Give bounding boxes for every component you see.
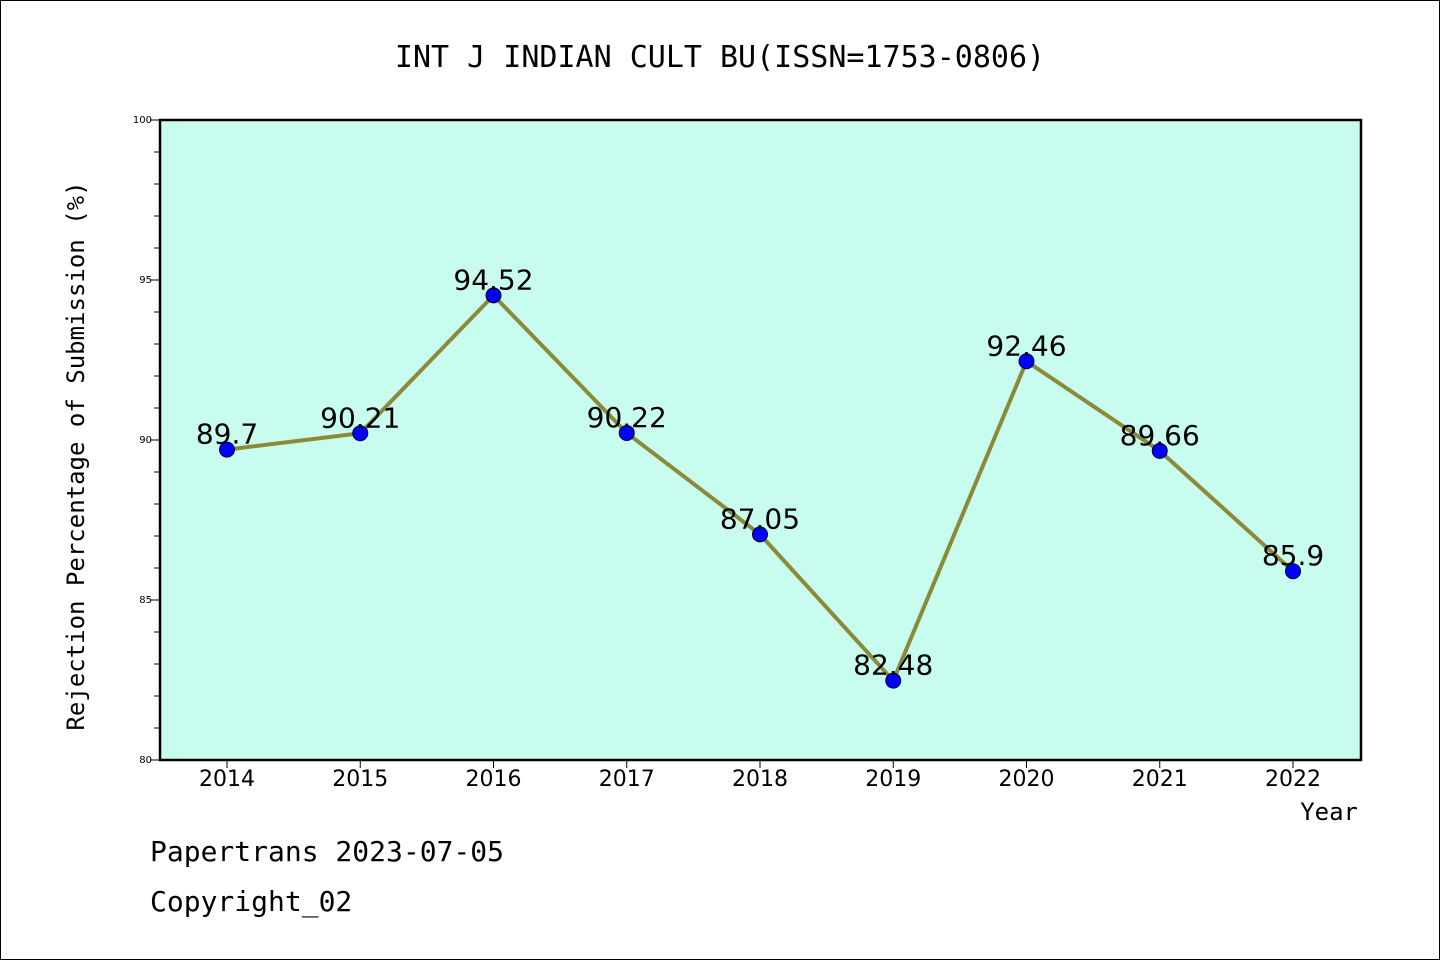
y-tick-label: 100	[133, 115, 152, 126]
data-label: 89.66	[1120, 419, 1200, 452]
data-label: 92.46	[986, 329, 1066, 362]
series-segment	[758, 532, 896, 683]
x-axis-label: Year	[1300, 798, 1358, 826]
series-segment	[1024, 359, 1162, 453]
x-tick-label: 2018	[732, 767, 788, 792]
footer-source: Papertrans 2023-07-05	[150, 835, 505, 868]
y-tick-label: 90	[139, 435, 152, 446]
data-point	[1151, 442, 1168, 459]
x-tick-label: 2022	[1265, 767, 1321, 792]
x-tick-label: 2021	[1132, 767, 1188, 792]
data-point	[1018, 353, 1035, 370]
x-tick-label: 2016	[466, 767, 522, 792]
data-label: 94.52	[453, 263, 533, 296]
data-point	[618, 424, 635, 441]
series-segment	[1157, 448, 1295, 574]
series-segment	[491, 293, 629, 435]
x-tick-label: 2015	[332, 767, 388, 792]
data-point	[485, 287, 502, 304]
y-tick-label: 95	[139, 275, 152, 286]
data-label: 85.9	[1262, 539, 1324, 572]
y-tick-label: 80	[139, 755, 152, 766]
data-point	[352, 425, 369, 442]
y-axis-label: Rejection Percentage of Submission (%)	[62, 181, 90, 730]
series-segment	[225, 431, 363, 452]
x-axis: 2014 2015 2016 2017 2018 2019 2020 2021 2022	[199, 760, 1321, 792]
data-points	[219, 287, 1301, 689]
chart-title: INT J INDIAN CULT BU(ISSN=1753-0806)	[395, 40, 1045, 75]
footer-copyright: Copyright_02	[150, 885, 353, 918]
data-label: 89.7	[196, 418, 258, 451]
series-segment	[624, 430, 762, 537]
data-label: 90.22	[587, 401, 667, 434]
y-axis: 80 85 90 95 100	[133, 115, 160, 766]
series-line	[225, 293, 1295, 683]
data-point	[752, 526, 768, 543]
x-tick-label: 2014	[199, 767, 255, 792]
x-tick-label: 2019	[865, 767, 921, 792]
data-label: 87.05	[720, 502, 800, 535]
data-label: 90.21	[320, 401, 400, 434]
series-segment	[891, 359, 1029, 683]
x-tick-label: 2020	[999, 767, 1055, 792]
series-segment	[358, 293, 496, 436]
data-point	[885, 672, 902, 689]
data-point	[1285, 563, 1301, 580]
x-tick-label: 2017	[599, 767, 655, 792]
y-tick-label: 85	[139, 595, 152, 606]
data-point	[219, 441, 235, 458]
data-labels: 89.7 90.21 94.52 90.22 87.05 82.48 92.46 89.66 8…	[196, 263, 1324, 681]
data-label: 82.48	[853, 649, 933, 682]
